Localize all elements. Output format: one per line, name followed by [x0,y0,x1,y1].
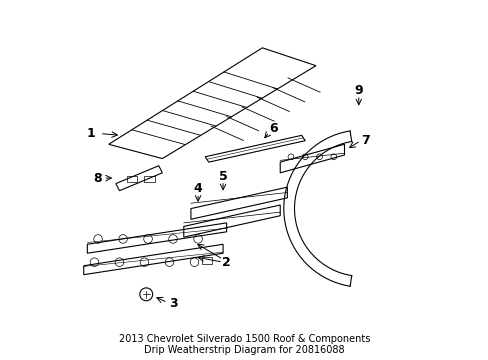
Bar [126,176,137,182]
Text: 2: 2 [222,256,230,269]
Text: 5: 5 [218,170,227,183]
Text: 9: 9 [354,84,363,97]
Text: 1: 1 [86,127,95,140]
Text: 3: 3 [168,297,177,310]
Text: 7: 7 [361,134,369,147]
Text: 2013 Chevrolet Silverado 1500 Roof & Components
Drip Weatherstrip Diagram for 20: 2013 Chevrolet Silverado 1500 Roof & Com… [119,333,369,355]
Text: 8: 8 [94,172,102,185]
Text: 4: 4 [193,183,202,195]
Bar [201,257,212,264]
Text: 6: 6 [268,122,277,135]
Bar [144,176,155,182]
